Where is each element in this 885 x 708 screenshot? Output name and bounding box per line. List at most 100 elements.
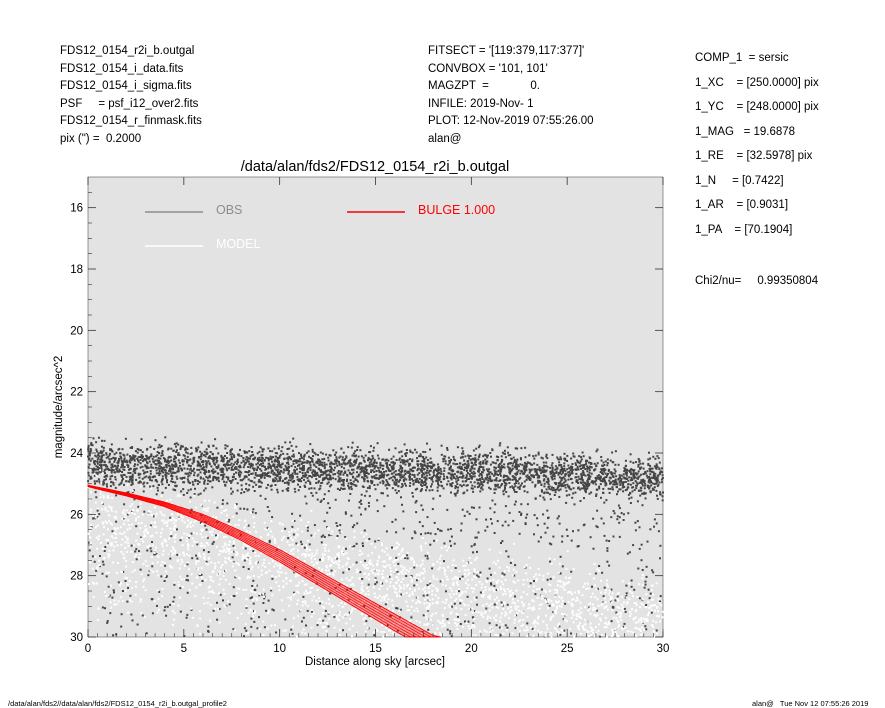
obs-point [382, 481, 385, 484]
obs-point [627, 486, 630, 489]
obs-point [236, 489, 239, 492]
obs-point [446, 508, 449, 511]
obs-point [648, 481, 651, 484]
model-point [209, 585, 212, 588]
obs-point [655, 482, 658, 485]
obs-point [640, 543, 643, 546]
obs-point [88, 454, 91, 457]
obs-point [200, 461, 203, 463]
obs-point [565, 494, 568, 497]
obs-point [605, 482, 607, 485]
obs-point [243, 476, 246, 479]
obs-point [588, 461, 590, 464]
obs-point [137, 481, 140, 484]
obs-point [659, 600, 661, 603]
obs-point [567, 473, 570, 476]
obs-point [449, 630, 452, 633]
obs-point [447, 472, 450, 475]
obs-point [578, 465, 581, 468]
obs-point [172, 481, 174, 483]
obs-point [95, 441, 98, 444]
obs-point [170, 475, 173, 477]
obs-point [173, 583, 176, 586]
model-point [268, 569, 271, 572]
obs-point [165, 465, 168, 468]
obs-point [533, 580, 535, 582]
obs-point [162, 468, 165, 471]
obs-point [186, 467, 189, 470]
obs-point [143, 458, 146, 461]
model-point [113, 480, 116, 483]
model-point [232, 515, 235, 518]
model-point [566, 581, 569, 584]
obs-point [463, 459, 466, 462]
obs-point [215, 476, 218, 479]
obs-point [567, 471, 570, 474]
obs-point [607, 487, 610, 490]
model-point [290, 550, 293, 553]
obs-point [198, 574, 201, 577]
obs-point [368, 495, 371, 498]
obs-point [246, 508, 249, 511]
obs-point [321, 458, 324, 461]
obs-point [268, 457, 270, 460]
obs-point [525, 478, 528, 481]
obs-point [605, 539, 608, 542]
obs-point [351, 464, 354, 467]
obs-point [258, 456, 261, 459]
obs-point [656, 475, 659, 478]
model-point [449, 612, 452, 615]
obs-point [300, 543, 303, 546]
obs-point [366, 472, 369, 475]
model-point [503, 570, 506, 573]
obs-point [222, 457, 225, 460]
obs-point [211, 470, 214, 473]
obs-point [576, 465, 579, 468]
obs-point [659, 544, 662, 547]
obs-point [454, 485, 457, 488]
model-point [626, 602, 629, 605]
obs-point [443, 542, 446, 545]
obs-point [363, 470, 365, 473]
obs-point [125, 459, 128, 462]
obs-point [95, 468, 98, 471]
obs-point [424, 554, 427, 557]
obs-point [243, 491, 246, 494]
obs-point [545, 491, 548, 494]
obs-point [217, 466, 220, 469]
obs-point [166, 605, 169, 608]
obs-point [478, 462, 481, 465]
obs-point [295, 459, 298, 462]
obs-point [170, 472, 173, 475]
obs-point [189, 453, 192, 455]
model-point [500, 588, 502, 591]
obs-point [349, 493, 352, 495]
obs-point [583, 485, 585, 488]
obs-point [235, 503, 238, 506]
obs-point [477, 531, 480, 534]
obs-point [130, 483, 133, 486]
obs-point [361, 476, 363, 479]
model-point [241, 556, 244, 559]
model-point [159, 511, 162, 514]
obs-point [509, 467, 512, 470]
obs-point [609, 459, 612, 462]
obs-point [123, 458, 126, 461]
model-point [270, 587, 273, 590]
obs-point [613, 472, 616, 475]
obs-point [623, 607, 626, 610]
obs-point [479, 479, 482, 482]
obs-point [595, 465, 598, 468]
obs-point [504, 624, 507, 627]
obs-point [133, 459, 136, 462]
obs-point [496, 483, 499, 486]
obs-point [582, 481, 585, 484]
obs-point [337, 480, 340, 483]
obs-point [606, 549, 609, 552]
model-point [96, 524, 99, 527]
model-point [373, 592, 376, 595]
obs-point [482, 455, 485, 458]
model-point [467, 625, 470, 627]
obs-point [655, 464, 658, 467]
obs-point [608, 564, 611, 567]
